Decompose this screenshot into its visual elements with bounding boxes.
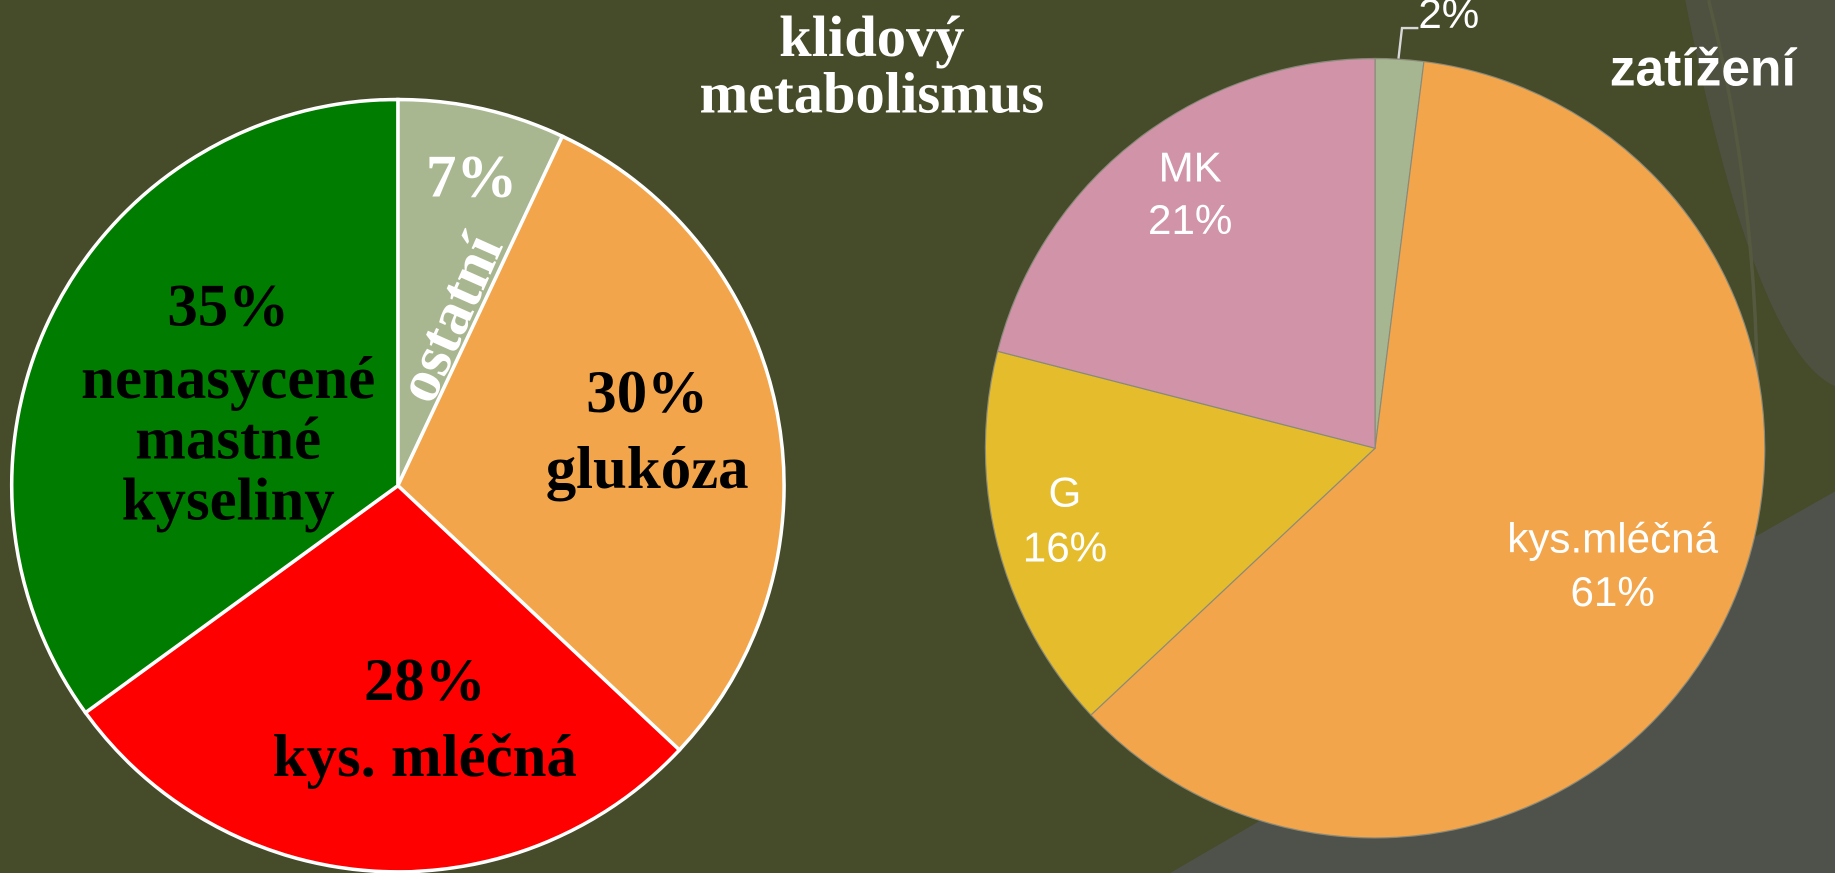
value-label: 28% — [363, 647, 486, 714]
category-label: MK — [1158, 142, 1222, 191]
pies — [9, 57, 1766, 873]
value-label: 16% — [1022, 523, 1108, 572]
chart-title: klidový metabolismus — [699, 3, 1045, 125]
pie-slice — [996, 57, 1376, 449]
pie-slice — [83, 483, 682, 873]
category-label: kys.mléčná — [1507, 513, 1719, 562]
value-label: 21% — [1148, 195, 1233, 244]
category-label: G — [1048, 468, 1082, 517]
category-label: glukóza — [545, 435, 749, 503]
background-decoration — [1685, 0, 1835, 387]
pie-slice — [396, 97, 565, 487]
category-label: nenasycené mastné kyseliny — [81, 345, 376, 534]
pie-slice — [9, 97, 400, 716]
value-label: 61% — [1570, 567, 1655, 616]
chart-title: zatížení — [1609, 39, 1796, 98]
value-label: 35% — [167, 272, 290, 340]
pie-slice — [1090, 60, 1766, 839]
value-label: 7% — [425, 143, 518, 211]
leader-line — [1397, 26, 1419, 59]
value-label: 2% — [1418, 0, 1480, 38]
pie-slice — [395, 133, 786, 753]
pie-slice — [984, 350, 1377, 716]
category-label: kys. mléčná — [272, 723, 577, 790]
value-label: 30% — [586, 359, 709, 426]
